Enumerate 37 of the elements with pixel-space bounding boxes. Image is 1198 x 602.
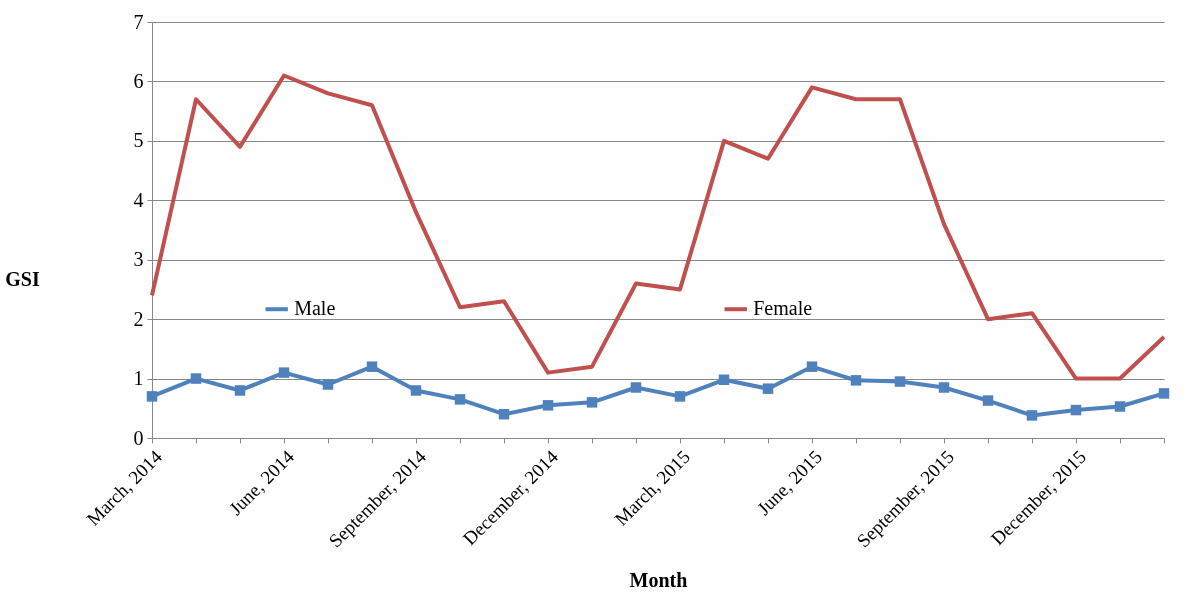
y-tick-label: 5 — [133, 129, 144, 152]
point — [674, 391, 686, 402]
y-tick-label: 2 — [133, 307, 144, 330]
point — [410, 385, 422, 396]
y-tick-label: 3 — [133, 248, 144, 271]
point — [806, 361, 818, 372]
point — [1070, 404, 1082, 416]
point — [1158, 388, 1170, 399]
point — [498, 408, 510, 420]
point — [454, 394, 466, 405]
point — [278, 367, 290, 378]
point — [1026, 410, 1038, 421]
legend-label: Female — [753, 297, 813, 320]
point — [190, 373, 202, 384]
line-series — [150, 73, 1166, 381]
point — [586, 397, 598, 408]
point — [718, 374, 730, 385]
point — [322, 379, 334, 390]
legend-label: Male — [294, 297, 336, 320]
point — [146, 391, 158, 402]
y-tick-label: 6 — [133, 69, 144, 92]
point — [366, 361, 378, 372]
point — [630, 382, 642, 393]
x-axis-title: Month — [629, 569, 688, 592]
y-tick-label: 4 — [133, 188, 144, 211]
point — [762, 383, 774, 394]
y-tick-label: 0 — [133, 426, 144, 449]
point — [1114, 401, 1126, 412]
point — [542, 400, 554, 411]
point — [850, 375, 862, 386]
point — [894, 376, 906, 387]
point — [938, 382, 950, 393]
y-tick-label: 7 — [133, 10, 144, 33]
y-axis-title: GSI — [5, 267, 40, 290]
y-tick-label: 1 — [133, 367, 144, 390]
point — [234, 385, 246, 396]
point — [982, 395, 994, 406]
